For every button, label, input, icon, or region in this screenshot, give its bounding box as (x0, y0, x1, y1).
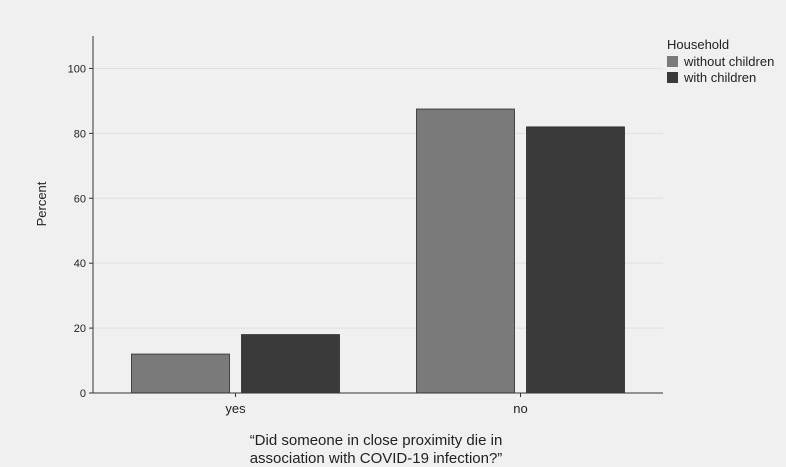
x-axis-label-line-2: association with COVID-19 infection?” (250, 450, 503, 467)
x-axis-label-line-1: “Did someone in close proximity die in (250, 432, 503, 449)
legend-label-with-children: with children (683, 70, 756, 85)
y-tick-label: 60 (74, 193, 86, 205)
bar-no-with-children (526, 126, 625, 394)
legend-label-without-children: without children (683, 54, 774, 69)
x-axis-categories: yes no (225, 393, 528, 416)
y-tick-label: 20 (74, 323, 86, 335)
bar-yes-without-children (131, 353, 230, 394)
legend-title: Household (667, 37, 729, 52)
y-tick-label: 80 (74, 128, 86, 140)
y-tick-label: 0 (80, 388, 86, 400)
bars (131, 108, 625, 394)
x-category-label: no (513, 401, 527, 416)
bar-yes-with-children (241, 334, 340, 394)
bar-no-without-children (416, 108, 515, 394)
y-axis-ticks: 0 20 40 60 80 100 (68, 63, 93, 400)
legend-swatch-with-children (667, 72, 678, 83)
x-category-label: yes (225, 401, 246, 416)
legend-swatch-without-children (667, 56, 678, 67)
legend: Household without children with children (667, 37, 774, 85)
y-tick-label: 40 (74, 258, 86, 270)
y-tick-label: 100 (68, 63, 86, 75)
y-axis-label: Percent (34, 181, 49, 226)
